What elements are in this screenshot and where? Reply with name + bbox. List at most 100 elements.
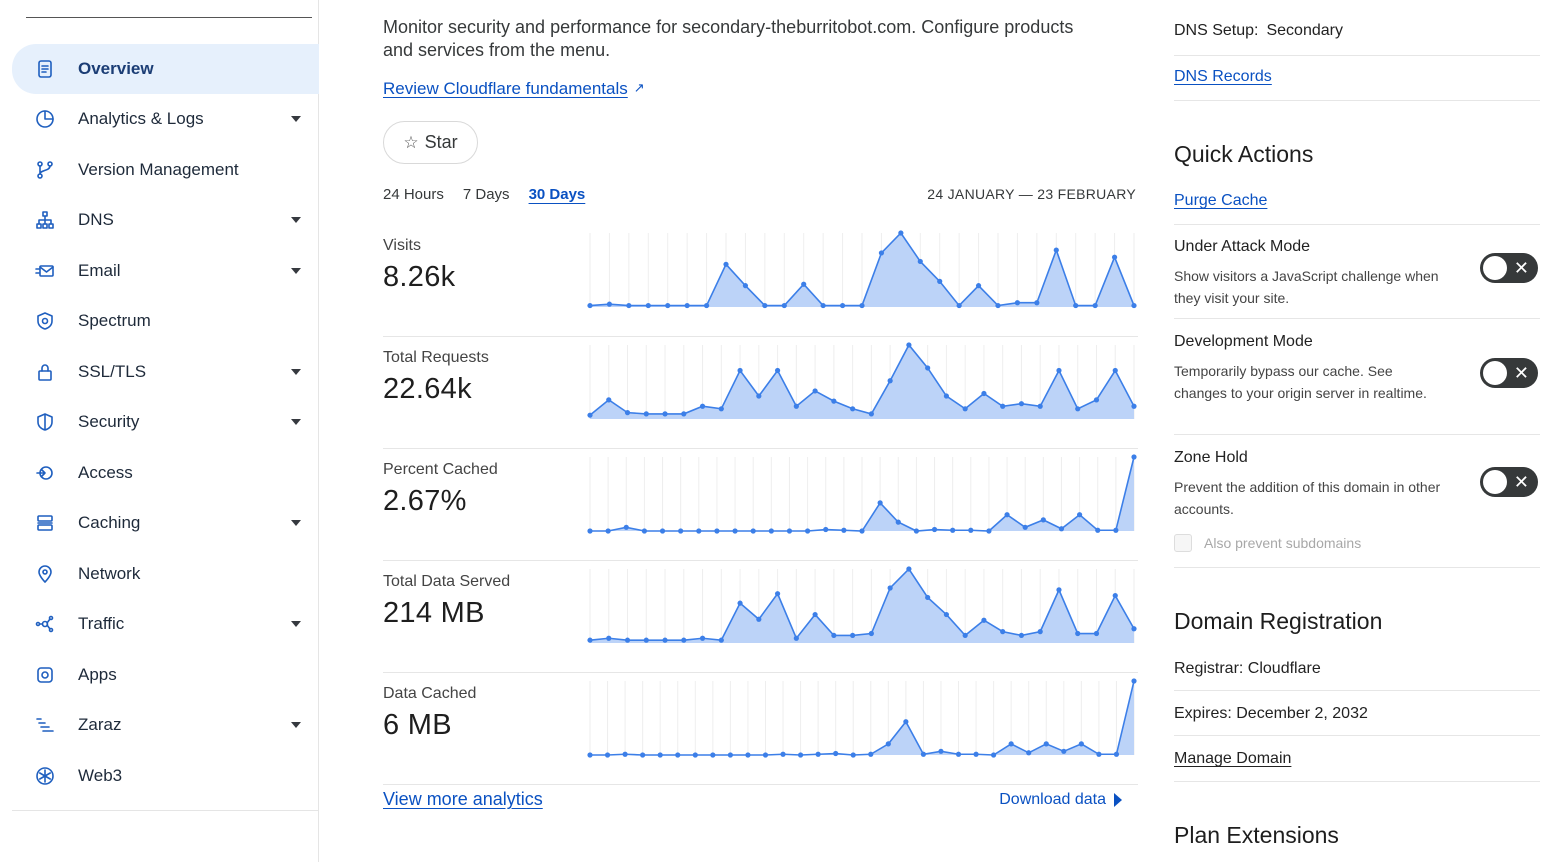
data-point[interactable] bbox=[920, 751, 927, 757]
data-point[interactable] bbox=[1112, 592, 1118, 599]
also-prevent-subdomains[interactable]: Also prevent subdomains bbox=[1174, 534, 1361, 552]
data-point[interactable] bbox=[937, 278, 943, 284]
data-point[interactable] bbox=[622, 751, 628, 757]
data-point[interactable] bbox=[815, 751, 821, 757]
data-point[interactable] bbox=[917, 258, 923, 265]
data-point[interactable] bbox=[742, 283, 749, 289]
sidebar-item-web3[interactable]: Web3 bbox=[12, 751, 319, 802]
data-point[interactable] bbox=[692, 752, 698, 758]
sidebar-item-access[interactable]: Access bbox=[12, 448, 319, 499]
data-point[interactable] bbox=[657, 752, 663, 758]
data-point[interactable] bbox=[718, 637, 724, 643]
data-point[interactable] bbox=[831, 398, 837, 404]
data-point[interactable] bbox=[995, 302, 1001, 309]
data-point[interactable] bbox=[1092, 302, 1098, 309]
data-point[interactable] bbox=[973, 751, 979, 757]
star-button[interactable]: ☆ Star bbox=[383, 121, 478, 164]
data-point[interactable] bbox=[943, 611, 950, 618]
data-point[interactable] bbox=[850, 632, 856, 639]
data-point[interactable] bbox=[737, 367, 743, 374]
fundamentals-link[interactable]: Review Cloudflare fundamentals ↗ bbox=[383, 79, 645, 99]
data-point[interactable] bbox=[850, 406, 856, 412]
data-point[interactable] bbox=[662, 637, 668, 643]
under-attack-toggle[interactable]: ✕ bbox=[1480, 253, 1538, 283]
data-point[interactable] bbox=[606, 635, 612, 641]
data-point[interactable] bbox=[1112, 367, 1118, 374]
data-point[interactable] bbox=[643, 637, 649, 643]
data-point[interactable] bbox=[1131, 454, 1137, 460]
manage-domain-link[interactable]: Manage Domain bbox=[1174, 750, 1292, 767]
data-point[interactable] bbox=[606, 397, 612, 403]
data-point[interactable] bbox=[1053, 247, 1059, 253]
data-point[interactable] bbox=[745, 752, 751, 758]
data-point[interactable] bbox=[885, 741, 891, 747]
data-point[interactable] bbox=[906, 566, 912, 572]
data-point[interactable] bbox=[587, 752, 593, 758]
data-point[interactable] bbox=[1008, 741, 1014, 747]
checkbox[interactable] bbox=[1174, 534, 1192, 552]
data-point[interactable] bbox=[868, 630, 874, 637]
data-point[interactable] bbox=[812, 611, 818, 618]
data-point[interactable] bbox=[1061, 748, 1067, 754]
data-point[interactable] bbox=[895, 519, 901, 525]
data-point[interactable] bbox=[1073, 302, 1079, 309]
data-point[interactable] bbox=[793, 635, 799, 641]
range-tab[interactable]: 7 Days bbox=[462, 186, 510, 203]
data-point[interactable] bbox=[913, 528, 919, 534]
data-point[interactable] bbox=[898, 230, 904, 236]
data-point[interactable] bbox=[1095, 527, 1101, 533]
data-point[interactable] bbox=[887, 378, 893, 384]
data-point[interactable] bbox=[623, 524, 629, 530]
data-point[interactable] bbox=[841, 527, 847, 533]
data-point[interactable] bbox=[820, 302, 826, 309]
data-point[interactable] bbox=[1075, 630, 1081, 637]
data-point[interactable] bbox=[831, 632, 837, 639]
data-point[interactable] bbox=[643, 411, 649, 417]
dns-records-link[interactable]: DNS Records bbox=[1174, 68, 1272, 85]
data-point[interactable] bbox=[839, 302, 846, 309]
data-point[interactable] bbox=[1131, 678, 1137, 684]
data-point[interactable] bbox=[681, 411, 687, 417]
data-point[interactable] bbox=[1034, 300, 1040, 306]
sidebar-item-traffic[interactable]: Traffic bbox=[12, 599, 319, 650]
data-point[interactable] bbox=[662, 411, 668, 417]
sidebar-item-analytics-logs[interactable]: Analytics & Logs bbox=[12, 94, 319, 145]
download-data-button[interactable]: Download data bbox=[999, 791, 1122, 809]
data-point[interactable] bbox=[1043, 741, 1049, 747]
data-point[interactable] bbox=[684, 302, 690, 309]
data-point[interactable] bbox=[786, 528, 793, 534]
development-mode-toggle[interactable]: ✕ bbox=[1480, 358, 1538, 388]
data-point[interactable] bbox=[962, 406, 968, 412]
data-point[interactable] bbox=[805, 528, 811, 534]
fundamentals-link-label[interactable]: Review Cloudflare fundamentals bbox=[383, 79, 628, 98]
data-point[interactable] bbox=[681, 637, 687, 643]
data-point[interactable] bbox=[1131, 302, 1137, 309]
data-point[interactable] bbox=[1018, 401, 1025, 407]
data-point[interactable] bbox=[665, 302, 671, 309]
data-point[interactable] bbox=[968, 527, 974, 533]
sidebar-item-ssl-tls[interactable]: SSL/TLS bbox=[12, 347, 319, 398]
data-point[interactable] bbox=[1058, 526, 1065, 532]
caret-down-icon[interactable] bbox=[291, 419, 301, 426]
data-point[interactable] bbox=[762, 752, 769, 758]
data-point[interactable] bbox=[931, 526, 938, 533]
data-point[interactable] bbox=[1131, 403, 1137, 409]
data-point[interactable] bbox=[718, 406, 724, 412]
data-point[interactable] bbox=[1075, 406, 1081, 412]
data-point[interactable] bbox=[823, 526, 829, 533]
data-point[interactable] bbox=[986, 528, 992, 534]
data-point[interactable] bbox=[750, 528, 756, 534]
caret-down-icon[interactable] bbox=[291, 368, 301, 375]
data-point[interactable] bbox=[1113, 751, 1120, 757]
range-tab[interactable]: 30 Days bbox=[528, 186, 586, 203]
data-point[interactable] bbox=[762, 302, 768, 309]
data-point[interactable] bbox=[868, 751, 874, 757]
caret-down-icon[interactable] bbox=[291, 520, 301, 527]
purge-cache-link[interactable]: Purge Cache bbox=[1174, 192, 1268, 209]
data-point[interactable] bbox=[768, 528, 774, 534]
data-point[interactable] bbox=[981, 617, 987, 623]
data-point[interactable] bbox=[1014, 300, 1021, 306]
data-point[interactable] bbox=[1113, 527, 1119, 533]
data-point[interactable] bbox=[1026, 750, 1032, 756]
data-point[interactable] bbox=[781, 302, 787, 309]
